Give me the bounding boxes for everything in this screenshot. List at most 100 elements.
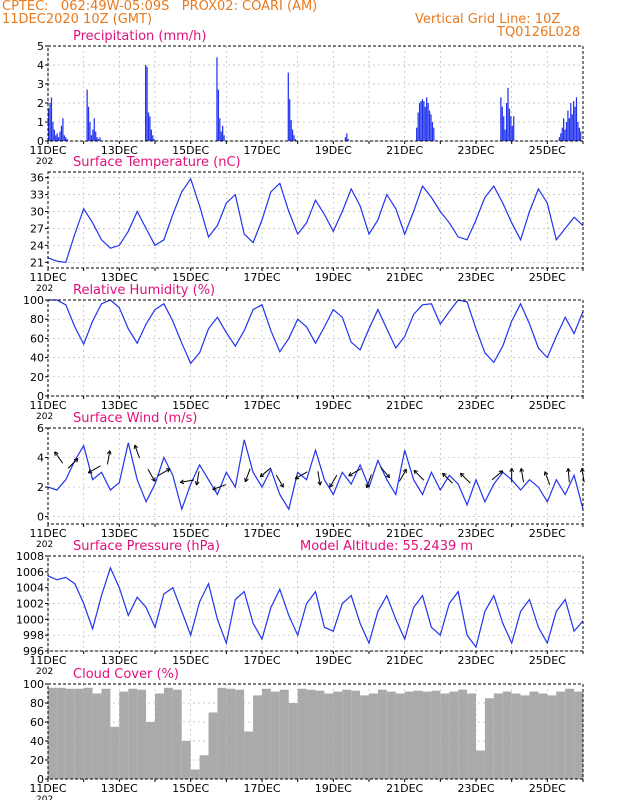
precipitation-bar <box>420 101 422 141</box>
precipitation-bar <box>294 139 297 141</box>
panel-frame <box>47 299 584 397</box>
x-tick-label: 15DEC <box>172 399 209 412</box>
cloud-cover-bar <box>493 693 503 779</box>
precipitation-bar <box>507 87 509 141</box>
x-tick-label: 25DEC <box>529 654 566 667</box>
y-tick-label: 20 <box>30 754 44 767</box>
cloud-cover-bar <box>181 741 191 779</box>
wind-vector-arrow <box>196 471 200 486</box>
wind-vector-arrow <box>294 471 308 480</box>
cloud-cover-bar <box>306 689 316 779</box>
precipitation-bar <box>500 97 502 141</box>
wind-vector-arrowhead <box>567 468 571 472</box>
precipitation-bar <box>510 116 512 141</box>
wind-vector-arrowhead <box>519 468 522 473</box>
wind-vector-arrowhead <box>54 451 59 455</box>
wind-vector-arrowhead <box>245 478 249 483</box>
precipitation-bar <box>217 89 220 141</box>
cloud-cover-bar <box>395 693 405 779</box>
x-tick-label: 11DEC <box>29 399 66 412</box>
cloud-cover-bar <box>65 688 75 779</box>
x-tick-label: 17DEC <box>243 782 280 795</box>
wind-vector-arrowhead <box>87 469 91 474</box>
x-tick-label: 11DEC <box>29 271 66 284</box>
wind-vector-arrowhead <box>385 475 390 479</box>
y-tick-label: 80 <box>30 697 44 710</box>
y-tick-label: 0 <box>37 390 44 403</box>
precipitation-bar <box>511 125 513 141</box>
precipitation-bar <box>565 122 568 141</box>
x-tick-label: 13DEC <box>101 271 138 284</box>
y-tick-label: 1000 <box>16 613 44 626</box>
cloud-cover-bar <box>360 695 369 779</box>
x-tick-label: 11DEC <box>29 527 66 540</box>
y-tick-label: 996 <box>23 645 44 658</box>
precipitation-bar <box>347 139 349 141</box>
y-tick-label: 27 <box>30 222 44 235</box>
panel-background <box>48 300 583 396</box>
cloud-cover-bar <box>324 693 334 779</box>
x-tick-label: 21DEC <box>386 399 423 412</box>
precipitation-bar <box>293 135 295 141</box>
y-tick-label: 40 <box>30 735 44 748</box>
x-tick-label: 13DEC <box>101 654 138 667</box>
precipitation-bar <box>50 97 53 141</box>
precipitation-bar <box>52 122 54 141</box>
precipitation-bar <box>59 131 61 141</box>
wind-vector-arrow <box>366 474 372 488</box>
cloud-cover-bar <box>520 695 530 779</box>
precipitation-bar <box>89 122 91 141</box>
cloud-cover-bar <box>74 688 84 779</box>
precipitation-bar <box>223 135 225 141</box>
y-tick-label: 0 <box>37 511 44 524</box>
x-tick-label: 15DEC <box>172 271 209 284</box>
y-tick-label: 21 <box>30 256 44 269</box>
cloud-cover-bar <box>476 750 485 779</box>
wind-vector-arrowhead <box>73 458 79 461</box>
precipitation-bar <box>346 133 348 141</box>
wind-vector-arrowhead <box>194 481 198 486</box>
precipitation-bar <box>63 135 65 141</box>
y-tick-label: 60 <box>30 716 44 729</box>
precipitation-bar <box>417 112 419 141</box>
cloud-cover-bar <box>270 691 280 779</box>
header-grid-line: Vertical Grid Line: 10Z <box>415 12 561 27</box>
x-tick-label: 19DEC <box>315 271 352 284</box>
x-tick-label: 11DEC <box>29 144 66 157</box>
precipitation-bar <box>152 135 154 141</box>
precipitation-bar <box>145 65 147 141</box>
wind-vector-arrow <box>134 444 141 459</box>
cloud-cover-bar <box>128 688 138 779</box>
panel-title: Cloud Cover (%) <box>73 667 179 682</box>
precipitation-bar <box>93 118 95 141</box>
x-tick-label: 13DEC <box>101 399 138 412</box>
precipitation-bar <box>571 114 573 141</box>
x-tick-label: 23DEC <box>457 144 494 157</box>
precipitation-bar <box>563 118 565 141</box>
cloud-cover-bar <box>279 689 289 779</box>
x-tick-label: 21DEC <box>386 144 423 157</box>
cloud-cover-bar <box>511 693 521 779</box>
wind-vector-arrowhead <box>413 469 418 472</box>
y-tick-label: 1008 <box>16 550 44 563</box>
precipitation-bar <box>428 110 431 141</box>
cloud-cover-bar <box>315 690 325 779</box>
precipitation-bar <box>96 137 98 141</box>
precipitation-bar <box>424 106 426 141</box>
y-tick-label: 998 <box>23 629 44 642</box>
precipitation-bar <box>146 66 148 141</box>
x-tick-label: 17DEC <box>243 144 280 157</box>
y-tick-label: 4 <box>37 452 44 465</box>
y-tick-label: 24 <box>30 239 44 252</box>
precipitation-bar <box>49 103 51 141</box>
precipitation-bar <box>508 108 511 141</box>
wind-vector-arrow <box>317 471 321 486</box>
x-tick-label: 15DEC <box>172 782 209 795</box>
wind-vector-arrow <box>106 450 111 465</box>
precipitation-bar <box>57 137 60 141</box>
y-tick-label: 4 <box>37 59 44 72</box>
precipitation-bar <box>289 99 291 141</box>
wind-vector-arrow <box>567 468 570 483</box>
x-tick-label: 19DEC <box>315 654 352 667</box>
